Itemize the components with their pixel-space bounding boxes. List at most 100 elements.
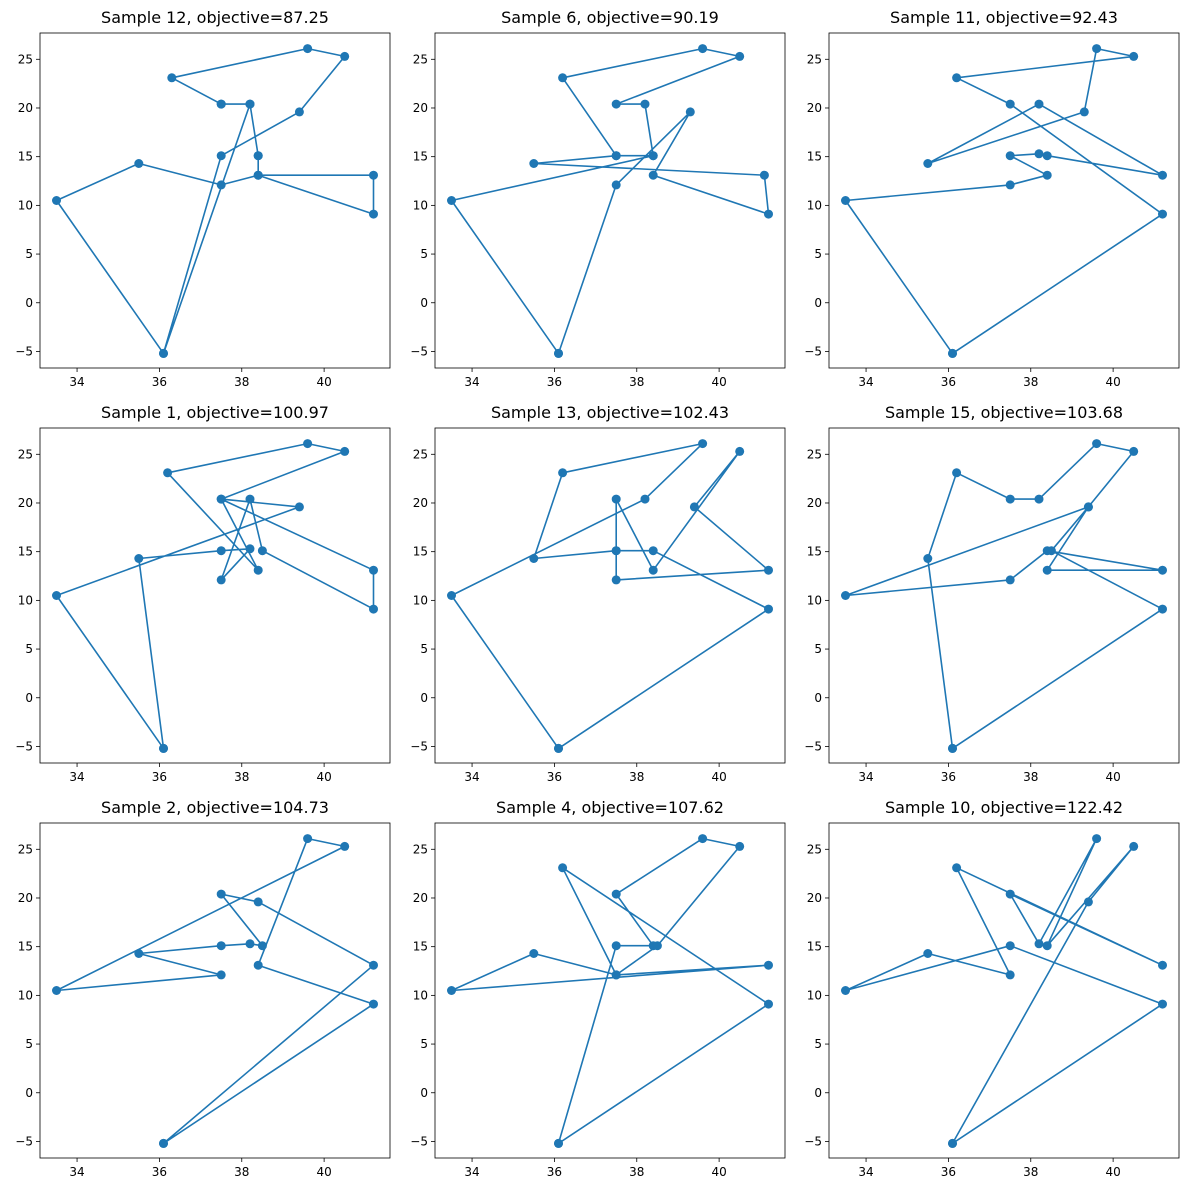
x-tick-label: 36 [152,375,167,389]
city-point [640,99,650,109]
city-point [841,591,850,600]
city-point [253,897,263,907]
city-point [294,502,304,512]
route-line [844,442,1164,750]
x-tick-label: 38 [234,1165,249,1179]
city-point [611,575,621,585]
city-point [1083,897,1093,907]
city-point [369,604,378,614]
y-tick-label: 15 [807,150,822,164]
city-point [1005,494,1015,504]
y-tick-label: 10 [18,593,33,607]
city-point [764,565,773,575]
y-tick-label: 5 [25,247,33,261]
y-tick-label: 25 [807,842,822,856]
x-tick-label: 40 [711,770,726,784]
city-point [369,999,378,1009]
city-point [216,151,226,161]
city-point [1079,107,1089,117]
y-tick-label: 0 [25,296,33,310]
y-tick-label: −5 [410,739,428,753]
city-point [611,180,621,190]
subplot-2: Sample 6, objective=90.19 34 36 38 40 −5 0 5 10 1… [410,8,786,389]
city-point [611,546,621,556]
city-point [216,941,226,951]
city-point [159,348,168,358]
city-point [163,468,173,478]
city-point [52,196,61,205]
y-tick-label: 20 [413,496,428,510]
route-line [450,47,770,354]
city-point [611,941,621,951]
y-tick-label: 10 [18,988,33,1002]
y-tick-label: 25 [18,447,33,461]
city-point [447,196,456,205]
subplot-title: Sample 13, objective=102.43 [491,403,729,422]
city-point [303,44,313,54]
city-point [529,159,539,168]
city-point [948,743,957,753]
city-point [1083,502,1093,512]
y-tick-label: 15 [18,940,33,954]
city-point [134,949,144,958]
plot-frame [39,822,391,1159]
city-point [764,960,773,970]
city-point [923,554,933,563]
y-tick-label: 25 [18,842,33,856]
y-tick-label: 25 [807,52,822,66]
city-point [340,841,350,851]
city-point [1158,565,1167,575]
subplot-6: Sample 15, objective=103.68 34 36 38 40 −5 0 5 1… [804,403,1180,784]
y-tick-label: −5 [15,344,33,358]
city-point [611,889,621,899]
route-line [450,442,770,750]
city-point [369,209,378,219]
city-point [948,1138,957,1148]
city-point [340,446,350,456]
x-tick-label: 36 [941,770,956,784]
y-tick-label: 20 [807,891,822,905]
x-tick-label: 34 [464,1165,479,1179]
x-tick-label: 34 [464,770,479,784]
city-point [759,170,769,180]
route-line [55,442,375,749]
city-point [1042,170,1052,180]
y-tick-label: 0 [420,1086,428,1100]
x-tick-label: 38 [629,375,644,389]
y-tick-label: 10 [807,988,822,1002]
y-tick-label: 0 [25,691,33,705]
city-point [52,591,61,600]
plot-frame [434,32,786,369]
y-tick-label: 0 [25,1086,33,1100]
subplot-9: Sample 10, objective=122.42 34 36 38 40 −5 0 5 1… [804,798,1180,1179]
subplot-title: Sample 12, objective=87.25 [101,8,329,27]
city-point [1034,939,1044,949]
x-tick-label: 38 [1023,770,1038,784]
city-point [303,439,313,449]
city-point [245,544,255,554]
y-tick-label: 10 [413,988,428,1002]
x-tick-label: 34 [858,770,873,784]
city-point [1092,44,1102,54]
x-tick-label: 40 [316,1165,331,1179]
city-point [447,591,456,600]
plot-frame [434,822,786,1159]
city-point [554,348,563,358]
city-point [253,960,263,970]
y-tick-label: 15 [413,150,428,164]
x-tick-label: 38 [629,770,644,784]
y-tick-label: 5 [814,1037,822,1051]
city-point [1042,151,1052,161]
subplot-title: Sample 11, objective=92.43 [890,8,1118,27]
city-point [134,159,144,168]
city-point [558,468,568,478]
city-point [1046,546,1056,556]
city-point [648,151,658,161]
subplot-3: Sample 11, objective=92.43 34 36 38 40 −5 0 5 10… [804,8,1180,389]
subplot-1: Sample 12, objective=87.25 34 36 38 40 −5 0 5 10… [15,8,391,389]
x-tick-label: 40 [316,770,331,784]
city-point [257,546,267,556]
city-point [923,949,933,958]
y-tick-label: 15 [807,545,822,559]
